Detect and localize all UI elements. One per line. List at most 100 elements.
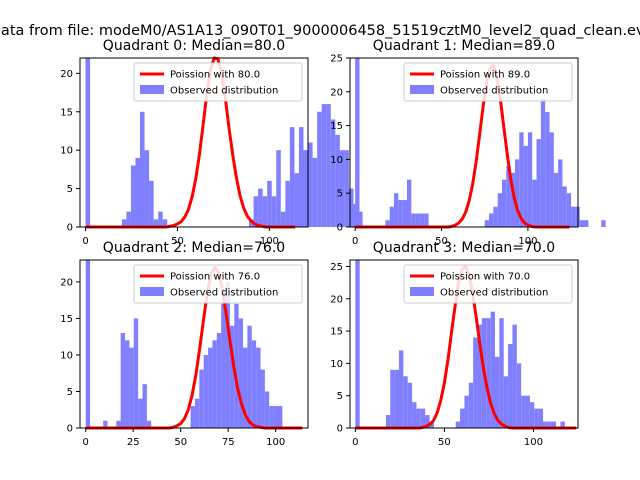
histogram-bar [146, 420, 152, 428]
histogram-bar [499, 318, 504, 428]
histogram-bar [142, 384, 147, 428]
histogram-bar [335, 134, 340, 227]
histogram-bar [317, 111, 322, 227]
histogram-bar [149, 180, 154, 227]
histogram-bar [547, 421, 552, 428]
histogram-bar [419, 213, 425, 227]
histogram-bar [247, 325, 252, 428]
y-tick-label: 10 [60, 350, 73, 361]
histogram-bar [280, 211, 286, 227]
figure-suptitle: Data from file: modeM0/AS1A13_090T01_900… [0, 23, 640, 39]
y-tick-label: 15 [330, 327, 343, 338]
histogram-bar [276, 150, 281, 227]
histogram-bar [455, 421, 461, 428]
histogram-bar [330, 119, 336, 227]
histogram-bar [549, 132, 554, 227]
histogram-bar [540, 98, 546, 227]
y-tick-label: 0 [67, 223, 73, 234]
x-tick-label: 25 [127, 437, 140, 448]
histogram-bar [251, 340, 257, 428]
x-tick-label: 100 [266, 437, 285, 448]
y-tick-label: 25 [330, 54, 343, 65]
histogram-bar [385, 415, 391, 428]
histogram-bar [558, 159, 563, 227]
histogram-bar [523, 145, 528, 227]
histogram-bar [538, 408, 543, 428]
y-tick-label: 20 [330, 87, 343, 98]
histogram-bar [579, 220, 585, 227]
histogram-bar [394, 193, 399, 227]
histogram-bar [502, 179, 507, 227]
histogram-bar [424, 213, 429, 227]
histogram-bar [484, 220, 490, 227]
x-tick-label: 75 [222, 437, 235, 448]
histogram-bar [267, 180, 272, 227]
histogram-bar [506, 166, 511, 227]
legend: Poission with 76.0 Observed distribution [133, 264, 303, 304]
histogram-bar [519, 132, 524, 227]
histogram-bar [464, 395, 469, 428]
y-tick-label: 5 [337, 391, 343, 402]
histogram-bar [344, 150, 349, 227]
histogram-bar [493, 206, 498, 227]
histogram-bar [260, 369, 265, 428]
histogram-bar [425, 415, 430, 428]
histogram-bar [269, 406, 274, 428]
histogram-bar [412, 402, 417, 428]
histogram-bar [216, 333, 222, 428]
histogram-bar [402, 199, 407, 227]
x-tick-label: 50 [171, 236, 184, 247]
histogram-bar [103, 420, 108, 428]
subplot-quadrant-2: 0 25 50 75 100 0 5 10 15 20 Poission with 76.0 Obse… [60, 240, 309, 448]
histogram-bar [527, 132, 533, 227]
histogram-bar [85, 58, 91, 227]
legend-bar-swatch [140, 85, 164, 94]
histogram-bar [503, 376, 509, 428]
histogram-bar [521, 395, 526, 428]
legend: Poission with 89.0 Observed distribution [403, 62, 573, 102]
legend-box [133, 62, 303, 102]
histogram-bar [294, 173, 299, 227]
histogram-bar [262, 196, 268, 227]
histogram-bar [460, 408, 465, 428]
histogram-bar [473, 337, 478, 428]
axes-frame [349, 259, 579, 429]
histogram-bar [512, 324, 517, 428]
histogram-bar [494, 356, 500, 428]
histogram-bar [238, 318, 244, 428]
subplot-title: Quadrant 0: Median=80.0 [103, 38, 285, 54]
legend-bar-swatch [140, 287, 164, 296]
histogram-bar [536, 139, 541, 227]
histogram-bar [489, 213, 494, 227]
histogram-bar [264, 391, 270, 428]
histogram-bar [560, 421, 565, 428]
legend-box [403, 62, 573, 102]
histogram-bar [403, 376, 408, 428]
legend: Poission with 80.0 Observed distribution [133, 62, 303, 102]
y-tick-label: 15 [60, 314, 73, 325]
x-tick-label: 0 [352, 437, 358, 448]
histogram-bar [477, 324, 482, 428]
histogram-bar [407, 382, 413, 428]
histogram-bar [212, 340, 217, 428]
legend-bar-swatch [410, 85, 434, 94]
histogram-bar [138, 398, 143, 428]
x-tick-label: 50 [438, 437, 451, 448]
histogram-bar [339, 150, 345, 227]
histogram-bar [277, 406, 283, 428]
histogram-bar [303, 150, 309, 227]
histogram-bar [289, 127, 295, 227]
histogram-bar [126, 211, 131, 227]
histogram-bar [355, 260, 360, 428]
y-tick-label: 20 [330, 294, 343, 305]
histogram-bar [516, 363, 522, 428]
x-tick-label: 50 [435, 236, 448, 247]
histogram-bar [553, 172, 559, 227]
histogram-bar [208, 347, 213, 428]
y-tick-label: 0 [337, 424, 343, 435]
histogram-bar [358, 211, 363, 227]
subplot-grid: 0 50 100 0 5 10 15 20 Poission with 80.0Observed… [60, 38, 606, 448]
legend-label-observed: Observed distribution [170, 288, 278, 299]
histogram-bar [234, 303, 239, 428]
